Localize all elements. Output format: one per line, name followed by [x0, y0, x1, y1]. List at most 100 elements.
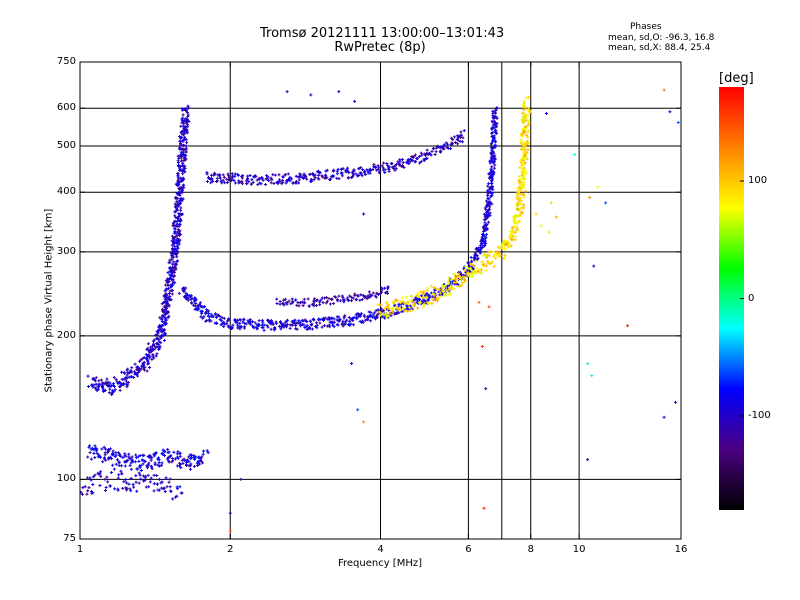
- trace-point: [425, 148, 429, 152]
- trace-point: [332, 317, 336, 321]
- trace-point: [176, 450, 180, 454]
- trace-point: [521, 128, 525, 132]
- trace-point: [188, 457, 192, 461]
- trace-point: [128, 487, 132, 491]
- trace-point: [322, 324, 326, 328]
- scatter-point: [592, 264, 596, 268]
- trace-point: [410, 158, 414, 162]
- trace-point: [187, 455, 191, 459]
- trace-point: [269, 319, 273, 323]
- trace-point: [92, 448, 96, 452]
- trace-point: [488, 175, 492, 179]
- trace-point: [174, 197, 178, 201]
- trace-point: [447, 281, 451, 285]
- trace-point: [467, 267, 471, 271]
- trace-point: [450, 278, 454, 282]
- scatter-point: [353, 99, 357, 103]
- trace-point: [307, 325, 311, 329]
- trace-point: [170, 243, 174, 247]
- trace-point: [441, 146, 445, 150]
- trace-point: [168, 485, 172, 489]
- trace-point: [480, 232, 484, 236]
- trace-point: [175, 241, 179, 245]
- trace-point: [492, 114, 496, 118]
- trace-point: [211, 179, 215, 183]
- scatter-point: [586, 361, 590, 365]
- trace-point: [508, 245, 512, 249]
- trace-point: [150, 357, 154, 361]
- trace-point: [188, 294, 192, 298]
- trace-point: [214, 316, 218, 320]
- trace-point: [194, 304, 198, 308]
- trace-point: [387, 169, 391, 173]
- trace-point: [308, 319, 312, 323]
- trace-point: [83, 485, 87, 489]
- trace-point: [458, 270, 462, 274]
- trace-point: [522, 144, 526, 148]
- trace-point: [185, 460, 189, 464]
- trace-point: [363, 318, 367, 322]
- trace-point: [368, 167, 372, 171]
- trace-point: [475, 266, 479, 270]
- trace-point: [372, 311, 376, 315]
- trace-point: [157, 340, 161, 344]
- trace-point: [225, 181, 229, 185]
- trace-point: [180, 152, 184, 156]
- trace-point: [165, 309, 169, 313]
- trace-point: [452, 272, 456, 276]
- trace-point: [447, 276, 451, 280]
- trace-point: [183, 164, 187, 168]
- trace-point: [226, 172, 230, 176]
- trace-point: [276, 182, 280, 186]
- trace-point: [486, 259, 490, 263]
- trace-point: [249, 322, 253, 326]
- trace-point: [269, 327, 273, 331]
- trace-point: [221, 173, 225, 177]
- trace-point: [178, 238, 182, 242]
- trace-point: [167, 296, 171, 300]
- trace-point: [385, 291, 389, 295]
- trace-point: [515, 227, 519, 231]
- trace-point: [223, 181, 227, 185]
- trace-point: [298, 175, 302, 179]
- trace-point: [384, 312, 388, 316]
- trace-point: [155, 473, 159, 477]
- trace-point: [461, 136, 465, 140]
- trace-point: [522, 186, 526, 190]
- trace-point: [222, 316, 226, 320]
- trace-point: [489, 146, 493, 150]
- trace-point: [483, 253, 487, 257]
- trace-point: [302, 297, 306, 301]
- trace-point: [394, 162, 398, 166]
- trace-point: [283, 297, 287, 301]
- trace-point: [460, 140, 464, 144]
- trace-point: [327, 323, 331, 327]
- trace-point: [330, 297, 334, 301]
- trace-point: [422, 299, 426, 303]
- phase-stats-o: mean, sd,O: -96.3, 16.8: [608, 33, 715, 43]
- trace-point: [188, 467, 192, 471]
- trace-point: [184, 157, 188, 161]
- trace-point: [111, 463, 115, 467]
- trace-point: [286, 177, 290, 181]
- trace-point: [182, 118, 186, 122]
- trace-point: [181, 183, 185, 187]
- trace-point: [328, 178, 332, 182]
- trace-point: [170, 258, 174, 262]
- trace-point: [168, 276, 172, 280]
- trace-point: [332, 301, 336, 305]
- trace-point: [437, 288, 441, 291]
- trace-point: [439, 149, 443, 153]
- scatter-point: [586, 458, 590, 462]
- trace-point: [517, 193, 521, 197]
- trace-point: [486, 196, 490, 200]
- trace-point: [462, 267, 466, 271]
- trace-point: [184, 119, 188, 123]
- trace-point: [303, 326, 307, 330]
- trace-point: [103, 453, 107, 457]
- trace-point: [176, 216, 180, 220]
- trace-point: [382, 309, 386, 313]
- trace-point: [145, 347, 149, 351]
- trace-point: [159, 330, 163, 334]
- scatter-point: [588, 195, 592, 199]
